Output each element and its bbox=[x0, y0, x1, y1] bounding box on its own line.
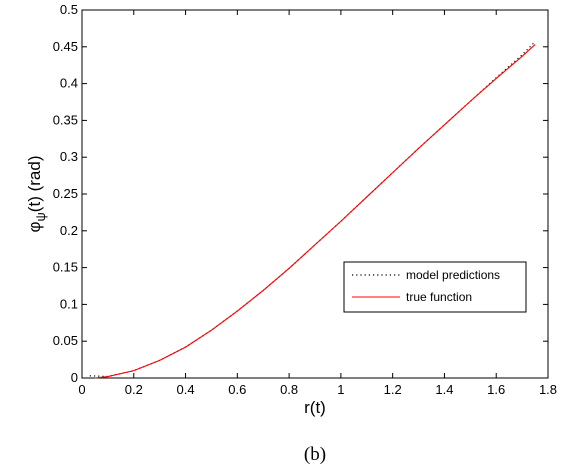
y-tick-label: 0 bbox=[71, 370, 78, 385]
y-tick-label: 0.05 bbox=[53, 333, 78, 348]
x-tick-label: 0.6 bbox=[228, 382, 246, 397]
y-tick-label: 0.15 bbox=[53, 260, 78, 275]
y-tick-label: 0.1 bbox=[60, 296, 78, 311]
x-tick-label: 0.4 bbox=[177, 382, 195, 397]
x-tick-label: 1.6 bbox=[487, 382, 505, 397]
y-tick-label: 0.4 bbox=[60, 76, 78, 91]
x-tick-label: 0.2 bbox=[125, 382, 143, 397]
legend-label-true-function: true function bbox=[406, 290, 472, 304]
y-axis-label-symbol: φ bbox=[25, 221, 44, 232]
y-tick-label: 0.2 bbox=[60, 223, 78, 238]
x-tick-label: 1.2 bbox=[384, 382, 402, 397]
y-axis-label-argument: (t) bbox=[25, 196, 44, 212]
legend-box bbox=[343, 261, 527, 313]
y-axis-label: φψ(t) (rad) bbox=[25, 156, 48, 233]
y-tick-label: 0.35 bbox=[53, 112, 78, 127]
ticks-layer: 0 0.2 0.4 0.6 0.8 1 1.2 1.4 1.6 1.8 0 0.05 0.1 0.15 0.… bbox=[53, 2, 557, 397]
y-axis-label-unit: (rad) bbox=[25, 156, 44, 192]
legend-label-model-predictions: model predictions bbox=[406, 268, 500, 282]
legend: model predictions true function bbox=[343, 261, 527, 313]
series-layer bbox=[89, 41, 536, 379]
y-tick-label: 0.45 bbox=[53, 39, 78, 54]
y-tick-label: 0.5 bbox=[60, 2, 78, 17]
x-tick-label: 1 bbox=[337, 382, 344, 397]
x-tick-label: 1.4 bbox=[435, 382, 453, 397]
x-tick-label: 1.8 bbox=[539, 382, 557, 397]
figure-caption: (b) bbox=[304, 444, 326, 465]
x-axis-label: r(t) bbox=[304, 398, 326, 417]
y-tick-label: 0.25 bbox=[53, 186, 78, 201]
series-line-true-function bbox=[94, 44, 536, 379]
plot-area bbox=[81, 9, 549, 379]
y-tick-label: 0.3 bbox=[60, 149, 78, 164]
x-tick-label: 0 bbox=[78, 382, 85, 397]
x-tick-label: 0.8 bbox=[280, 382, 298, 397]
y-axis-label-subscript: ψ bbox=[33, 212, 48, 221]
